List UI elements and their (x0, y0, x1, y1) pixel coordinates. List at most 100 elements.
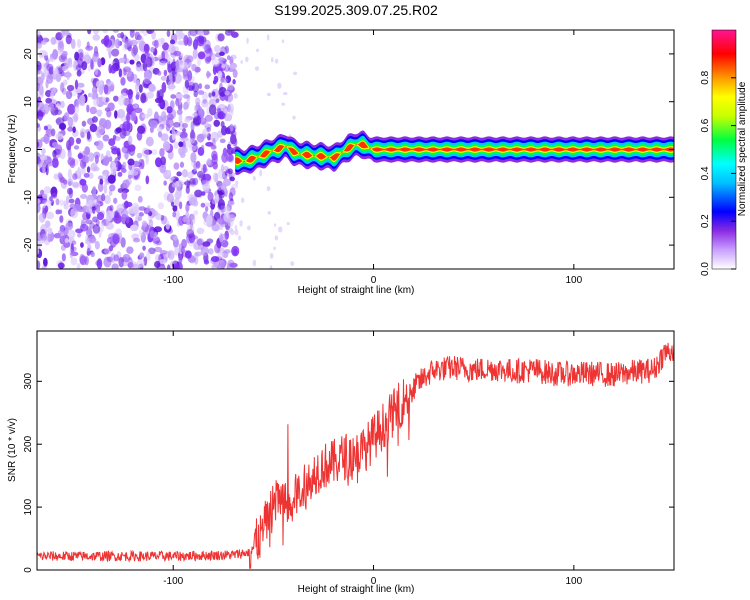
spectrogram-noise-blob (144, 58, 151, 65)
spectrogram-noise-blob (44, 220, 51, 228)
spectrogram-noise-blob (161, 82, 167, 94)
spectrogram-noise-blob (67, 117, 73, 127)
spectrogram-noise-blob (66, 70, 70, 81)
spectrogram-noise-blob (117, 171, 123, 177)
spectrogram-noise-blob (134, 184, 142, 192)
spectrogram-noise-blob (39, 237, 46, 244)
spectrogram-noise-blob (86, 166, 91, 173)
spectrogram-noise-blob (213, 119, 221, 127)
spectrogram-noise-blob (40, 136, 49, 143)
spectrogram-noise-blob (55, 73, 62, 83)
spectrogram-noise-blob (170, 94, 177, 99)
spectrogram-noise-blob (135, 63, 142, 72)
spectrogram-noise-blob (206, 70, 210, 79)
spectrogram-noise-speck (273, 223, 277, 227)
spectrogram-noise-blob (196, 238, 203, 246)
spectrogram-noise-blob (53, 173, 59, 180)
spectrogram-ytick-label: -10 (23, 190, 34, 205)
spectrogram-noise-blob (52, 156, 58, 162)
spectrogram-noise-blob (37, 30, 41, 37)
spectrogram-noise-blob (153, 39, 159, 49)
spectrogram-noise-blob (227, 30, 236, 34)
spectrogram-noise-blob (63, 203, 69, 210)
spectrogram-noise-blob (202, 183, 211, 191)
spectrogram-noise-blob (224, 90, 230, 96)
spectrogram-noise-blob (63, 58, 71, 68)
spectrogram-noise-blob (77, 153, 83, 160)
spectrogram-noise-blob (226, 147, 234, 155)
spectrogram-noise-blob (228, 214, 236, 222)
spectrogram-noise-blob (139, 252, 145, 259)
spectrogram-noise-speck (239, 220, 243, 227)
spectrogram-noise-blob (197, 90, 205, 95)
spectrogram-noise-blob (95, 260, 101, 267)
spectrogram-noise-blob (232, 69, 238, 78)
spectrogram-noise-blob (96, 194, 103, 204)
spectrogram-noise-blob (160, 37, 164, 46)
spectrogram-noise-blob (179, 131, 188, 139)
spectrogram-noise-blob (195, 160, 201, 169)
spectrogram-noise-blob (58, 38, 64, 49)
spectrogram-noise-blob (229, 62, 238, 70)
spectrogram-noise-blob (102, 134, 110, 142)
spectrogram-noise-blob (95, 204, 101, 214)
spectrogram-noise-blob (218, 51, 225, 56)
spectrogram-noise-blob (92, 52, 99, 63)
spectrogram-noise-blob (61, 253, 66, 262)
spectrogram-noise-blob (163, 180, 167, 186)
spectrogram-noise-blob (55, 209, 61, 215)
spectrogram-noise-blob (156, 260, 161, 268)
spectrogram-noise-blob (140, 158, 145, 170)
spectrogram-noise-blob (92, 223, 101, 234)
spectrogram-noise-blob (60, 100, 65, 109)
spectrogram-noise-blob (85, 219, 93, 225)
spectrogram-noise-blob (108, 138, 116, 147)
spectrogram-noise-blob (148, 83, 156, 92)
spectrogram-noise-blob (148, 247, 156, 255)
spectrogram-noise-blob (80, 193, 88, 199)
spectrogram-noise-blob (183, 94, 190, 99)
spectrogram-noise-blob (217, 33, 225, 42)
spectrogram-noise-blob (192, 39, 198, 51)
spectrogram-noise-blob (38, 212, 46, 223)
spectrogram-noise-blob (176, 171, 182, 177)
colorbar-label: Normalized spectral amplitude (737, 81, 748, 216)
spectrogram-noise-blob (185, 202, 190, 213)
spectrogram-noise-blob (143, 76, 151, 85)
spectrogram-noise-blob (106, 109, 112, 118)
spectrogram-noise-blob (174, 196, 180, 208)
colorbar-tick-label: 0.2 (700, 214, 711, 228)
spectrogram-noise-blob (188, 232, 196, 244)
snr-ytick-label: 200 (23, 435, 34, 452)
spectrogram-noise-blob (42, 51, 49, 56)
spectrogram-noise-blob (174, 191, 181, 198)
spectrogram-noise-blob (60, 82, 65, 93)
spectrogram-noise-blob (63, 241, 71, 248)
spectrogram-noise-blob (107, 102, 115, 111)
spectrogram-noise-blob (210, 256, 220, 263)
spectrogram-noise-blob (127, 158, 135, 166)
spectrogram-noise-speck (238, 235, 241, 241)
spectrogram-noise-blob (157, 202, 165, 210)
spectrogram-noise-blob (76, 69, 82, 77)
spectrogram-noise-blob (121, 191, 128, 200)
spectrogram-noise-blob (211, 223, 220, 232)
spectrogram-noise-blob (173, 141, 179, 149)
snr-panel: -100 0 100 0 100 200 300 Height of straight li… (7, 330, 675, 595)
spectrogram-noise-blob (136, 258, 145, 268)
snr-ytick-label: 0 (23, 567, 34, 573)
spectrogram-noise-blob (172, 211, 177, 218)
spectrogram-noise-blob (113, 210, 120, 218)
spectrogram-noise-blob (74, 79, 79, 90)
spectrogram-noise-blob (90, 58, 94, 70)
spectrogram-noise-speck (252, 176, 256, 181)
spectrogram-noise-blob (41, 148, 46, 155)
spectrogram-noise-blob (80, 242, 84, 248)
spectrogram-noise-speck (281, 102, 286, 106)
spectrogram-noise-blob (86, 104, 90, 113)
spectrogram-noise-blob (73, 203, 82, 212)
spectrogram-noise-blob (59, 199, 64, 206)
spectrogram-noise-blob (48, 102, 55, 112)
spectrogram-noise-blob (205, 141, 214, 147)
spectrogram-noise-speck (233, 92, 238, 99)
